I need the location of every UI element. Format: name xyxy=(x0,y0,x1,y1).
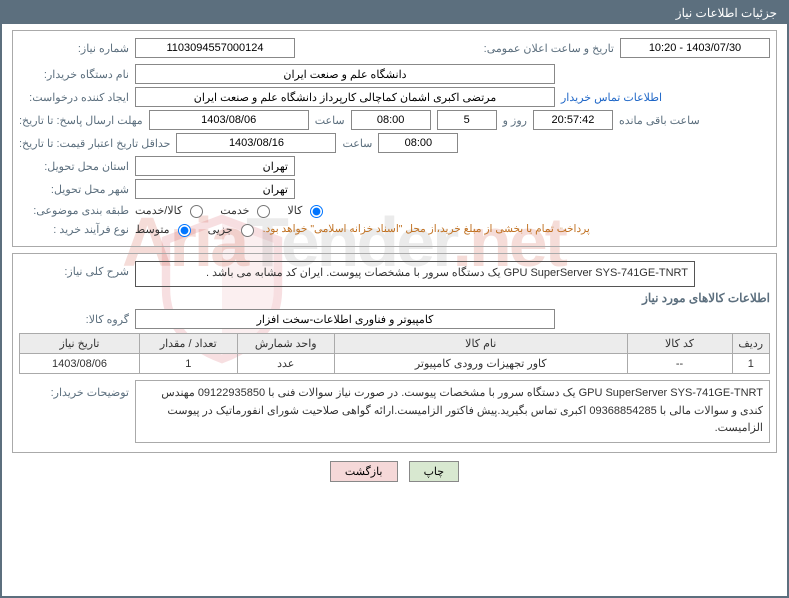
process-medium-radio[interactable] xyxy=(178,224,191,237)
deadline-label: مهلت ارسال پاسخ: تا تاریخ: xyxy=(19,114,143,127)
remaining-suffix: ساعت باقی مانده xyxy=(619,114,700,127)
province-label: استان محل تحویل: xyxy=(19,160,129,173)
category-both-option[interactable]: کالا/خدمت xyxy=(135,202,206,218)
process-radio-group: جزیی متوسط xyxy=(135,221,257,237)
process-partial-option[interactable]: جزیی xyxy=(208,221,257,237)
need-info-section: شماره نیاز: تاریخ و ساعت اعلان عمومی: نا… xyxy=(12,30,777,247)
button-row: چاپ بازگشت xyxy=(12,461,777,482)
table-cell: کاور تجهیزات ورودی کامپیوتر xyxy=(335,354,628,374)
print-button[interactable]: چاپ xyxy=(409,461,460,482)
table-cell: -- xyxy=(627,354,732,374)
announce-label: تاریخ و ساعت اعلان عمومی: xyxy=(484,42,614,55)
buyer-note: GPU SuperServer SYS-741GE-TNRT یک دستگاه… xyxy=(135,380,770,443)
need-number-field xyxy=(135,38,295,58)
table-header: ردیف xyxy=(732,334,770,354)
page-title-bar: جزئیات اطلاعات نیاز xyxy=(2,2,787,24)
buyer-org-label: نام دستگاه خریدار: xyxy=(19,68,129,81)
goods-group-field xyxy=(135,309,555,329)
buyer-org-field xyxy=(135,64,555,84)
category-service-radio[interactable] xyxy=(257,205,270,218)
back-button[interactable]: بازگشت xyxy=(330,461,398,482)
goods-info-title: اطلاعات کالاهای مورد نیاز xyxy=(19,291,770,305)
process-label: نوع فرآیند خرید : xyxy=(19,223,129,236)
time-remaining-field xyxy=(533,110,613,130)
table-header: تعداد / مقدار xyxy=(140,334,238,354)
days-word: روز و xyxy=(503,114,527,127)
category-both-radio[interactable] xyxy=(190,205,203,218)
city-field xyxy=(135,179,295,199)
table-cell: 1 xyxy=(732,354,770,374)
category-label: طبقه بندی موضوعی: xyxy=(19,204,129,217)
category-radio-group: کالا خدمت کالا/خدمت xyxy=(135,202,326,218)
city-label: شهر محل تحویل: xyxy=(19,183,129,196)
table-row: 1--کاور تجهیزات ورودی کامپیوترعدد11403/0… xyxy=(20,354,770,374)
price-valid-date-field xyxy=(176,133,336,153)
price-valid-label: حداقل تاریخ اعتبار قیمت: تا تاریخ: xyxy=(19,137,170,150)
table-header: تاریخ نیاز xyxy=(20,334,140,354)
goods-section: شرح کلی نیاز: GPU SuperServer SYS-741GE-… xyxy=(12,253,777,453)
table-cell: عدد xyxy=(237,354,335,374)
table-header: نام کالا xyxy=(335,334,628,354)
goods-group-label: گروه کالا: xyxy=(19,313,129,326)
table-cell: 1 xyxy=(140,354,238,374)
time-label-1: ساعت xyxy=(315,114,345,127)
table-cell: 1403/08/06 xyxy=(20,354,140,374)
goods-table: ردیفکد کالانام کالاواحد شمارشتعداد / مقد… xyxy=(19,333,770,374)
table-header: واحد شمارش xyxy=(237,334,335,354)
requester-field xyxy=(135,87,555,107)
table-header: کد کالا xyxy=(627,334,732,354)
deadline-time-field xyxy=(351,110,431,130)
deadline-date-field xyxy=(149,110,309,130)
category-goods-option[interactable]: کالا xyxy=(287,202,326,218)
buyer-contact-link[interactable]: اطلاعات تماس خریدار xyxy=(561,91,662,104)
category-goods-radio[interactable] xyxy=(310,205,323,218)
requester-label: ایجاد کننده درخواست: xyxy=(19,91,129,104)
category-service-option[interactable]: خدمت xyxy=(220,202,273,218)
province-field xyxy=(135,156,295,176)
process-note: پرداخت تمام یا بخشی از مبلغ خرید،از محل … xyxy=(263,223,590,235)
need-description: GPU SuperServer SYS-741GE-TNRT یک دستگاه… xyxy=(135,261,695,287)
page-title: جزئیات اطلاعات نیاز xyxy=(676,6,777,20)
need-number-label: شماره نیاز: xyxy=(19,42,129,55)
announce-date-field xyxy=(620,38,770,58)
days-remaining-field xyxy=(437,110,497,130)
time-label-2: ساعت xyxy=(342,137,372,150)
buyer-note-label: توضیحات خریدار: xyxy=(19,380,129,399)
desc-label: شرح کلی نیاز: xyxy=(19,261,129,278)
process-partial-radio[interactable] xyxy=(241,224,254,237)
price-valid-time-field xyxy=(378,133,458,153)
process-medium-option[interactable]: متوسط xyxy=(135,221,194,237)
